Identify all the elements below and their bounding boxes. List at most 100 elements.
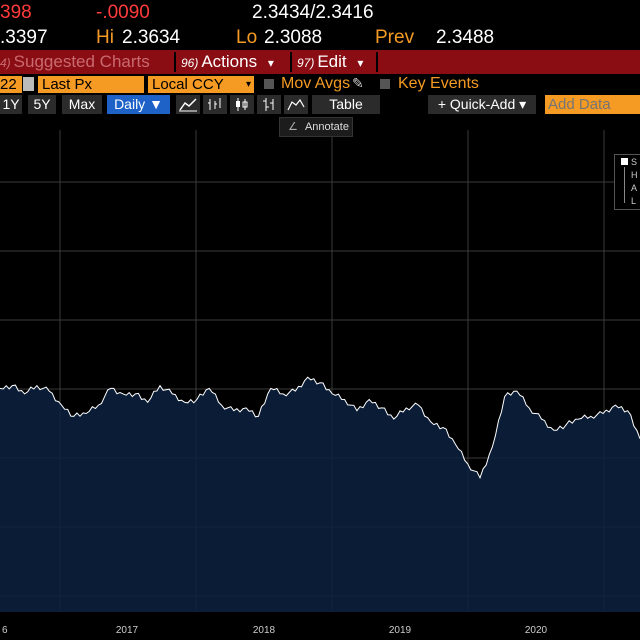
range-5y-button[interactable]: 5Y	[28, 95, 56, 114]
data-point-2020-02	[528, 406, 531, 409]
mountain-chart-icon[interactable]	[284, 95, 308, 114]
data-point-2017-05	[122, 392, 125, 395]
x-tick-label: 6	[2, 625, 8, 636]
quick-add-button[interactable]: + Quick-Add ▾	[428, 95, 536, 114]
edit-menu[interactable]: 97) Edit ▾	[297, 50, 363, 74]
suggested-charts-num: 4)	[0, 56, 11, 70]
data-point-2018-09	[319, 381, 322, 384]
lo-value: 2.3088	[264, 27, 323, 48]
chart-toolbar: 1Y 5Y Max Daily ▼ Table + Quick-Add ▾	[0, 94, 640, 116]
table-button[interactable]: Table	[312, 95, 380, 114]
data-point-2019-12	[503, 395, 506, 398]
data-point-2018-02	[232, 409, 235, 412]
x-tick-label: 2018	[253, 625, 276, 636]
x-axis-labels: 6 2017 2018 2019 2020	[0, 612, 640, 640]
date-field[interactable]: 22	[0, 76, 22, 93]
ohlc-icon[interactable]	[257, 95, 281, 114]
mov-avgs-checkbox[interactable]	[264, 79, 274, 89]
data-point-2018-07	[294, 390, 297, 393]
data-point-2018-05	[269, 387, 272, 390]
currency-dropdown[interactable]: Local CCY ▾	[148, 76, 254, 93]
data-point-2020-01	[515, 390, 518, 393]
actions-num: 96)	[181, 56, 199, 70]
x-tick-label: 2020	[525, 625, 548, 636]
data-point-2019-07	[442, 426, 445, 429]
legend-entry-1: S	[631, 157, 638, 167]
data-point-2019-01	[368, 398, 371, 401]
net-change-value: -.0090	[96, 2, 150, 23]
data-point-2019-04	[405, 406, 408, 409]
data-point-2017-01	[72, 415, 75, 418]
data-point-2018-11	[343, 398, 346, 401]
legend-tree-line	[624, 167, 625, 203]
data-point-2019-09	[466, 462, 469, 465]
data-point-2017-10	[183, 401, 186, 404]
range-1y-button[interactable]: 1Y	[0, 95, 22, 114]
legend-swatch	[621, 158, 628, 165]
x-tick-label: 2019	[389, 625, 412, 636]
data-point-2017-07	[146, 401, 149, 404]
data-point-2016-08	[11, 384, 14, 387]
legend-entry-4: L	[631, 196, 637, 206]
field-selector-value: Last Px	[42, 76, 93, 93]
menu-divider	[376, 52, 378, 72]
suggested-charts-menu[interactable]: 4) Suggested Charts	[0, 50, 150, 74]
data-point-2019-03	[392, 418, 395, 421]
pencil-icon: ∠	[288, 121, 298, 133]
candlestick-icon[interactable]	[230, 95, 254, 114]
data-point-2020-03	[540, 418, 543, 421]
last-price-value: 398	[0, 2, 32, 23]
chart-legend[interactable]: S H A L	[614, 154, 640, 210]
data-point-2016-09	[23, 392, 26, 395]
data-point-2019-11	[491, 446, 494, 449]
data-point-2018-01	[220, 404, 223, 407]
settings-row: 22 Last Px Local CCY ▾ Mov Avgs ✎ Key Ev…	[0, 74, 640, 94]
data-point-2020-09	[614, 404, 617, 407]
bar-chart-icon[interactable]	[203, 95, 227, 114]
data-point-2020-06	[577, 418, 580, 421]
lo-label: Lo	[236, 27, 258, 48]
quote-strip: 398 -.0090 2.3434/2.3416 .3397 Hi 2.3634…	[0, 0, 640, 50]
data-point-2019-06	[429, 420, 432, 423]
key-events-checkbox[interactable]	[380, 79, 390, 89]
data-point-2018-03	[245, 406, 248, 409]
key-events-label: Key Events	[398, 75, 479, 92]
period-dropdown[interactable]: Daily ▼	[107, 95, 170, 114]
data-point-2016-12	[60, 404, 63, 407]
hi-value: 2.3634	[122, 27, 181, 48]
data-point-2017-12	[208, 387, 211, 390]
pencil-icon[interactable]: ✎	[352, 75, 364, 91]
prev-value: 2.3488	[436, 27, 495, 48]
data-point-2020-07	[589, 415, 592, 418]
data-point-2017-06	[134, 392, 137, 395]
actions-menu[interactable]: 96) Actions ▾	[181, 50, 274, 74]
date-field-value: 22	[0, 76, 17, 93]
x-tick-label: 2017	[116, 625, 139, 636]
price-chart[interactable]: 6 2017 2018 2019 2020	[0, 130, 640, 640]
field-selector[interactable]: Last Px	[38, 76, 144, 93]
chevron-down-icon: ▾	[267, 56, 274, 70]
chart-line-series	[0, 376, 640, 480]
edit-label: Edit	[317, 52, 347, 71]
data-point-2017-03	[97, 404, 100, 407]
data-point-2020-08	[602, 412, 605, 415]
add-data-input[interactable]	[545, 95, 640, 114]
data-point-2017-02	[85, 412, 88, 415]
edit-num: 97)	[297, 56, 315, 70]
legend-entry-2: H	[631, 170, 638, 180]
chevron-down-icon: ▾	[245, 76, 251, 93]
suggested-charts-label: Suggested Charts	[13, 52, 150, 71]
hi-label: Hi	[96, 27, 114, 48]
data-point-2019-10	[479, 476, 482, 479]
mov-avgs-label: Mov Avgs	[281, 75, 351, 92]
range-max-button[interactable]: Max	[62, 95, 102, 114]
calendar-icon[interactable]	[23, 77, 34, 91]
data-point-2016-10	[35, 384, 38, 387]
line-chart-icon[interactable]	[176, 95, 200, 114]
annotate-tooltip: ∠ Annotate	[279, 117, 353, 137]
actions-label: Actions	[201, 52, 258, 71]
data-point-2017-09	[171, 392, 174, 395]
prev-label: Prev	[375, 27, 415, 48]
data-point-2017-04	[109, 387, 112, 390]
legend-entry-3: A	[631, 183, 638, 193]
